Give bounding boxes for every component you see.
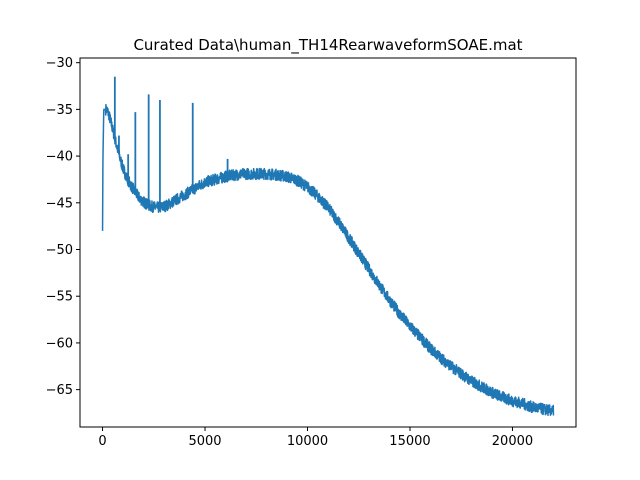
y-tick-label: −35 [46, 103, 73, 118]
x-tick-label: 5000 [188, 434, 221, 449]
y-tick-label: −60 [46, 336, 73, 351]
y-tick-label: −30 [46, 56, 73, 71]
x-axis: 0 5000 10000 15000 20000 [98, 427, 533, 449]
plot-area [101, 76, 555, 417]
x-tick-label: 20000 [492, 434, 533, 449]
x-tick-label: 10000 [287, 434, 328, 449]
chart-title: Curated Data\human_TH14RearwaveformSOAE.… [133, 36, 522, 55]
y-tick-label: −45 [46, 196, 73, 211]
x-tick-label: 0 [98, 434, 106, 449]
axes-frame [79, 57, 577, 428]
y-tick-label: −40 [46, 150, 73, 165]
y-tick-label: −50 [46, 243, 73, 258]
y-axis: −30 −35 −40 −45 −50 −55 −60 −65 [46, 56, 80, 398]
series-line [101, 103, 555, 417]
x-tick-label: 15000 [389, 434, 430, 449]
y-tick-label: −55 [46, 290, 73, 305]
y-tick-label: −65 [46, 383, 73, 398]
